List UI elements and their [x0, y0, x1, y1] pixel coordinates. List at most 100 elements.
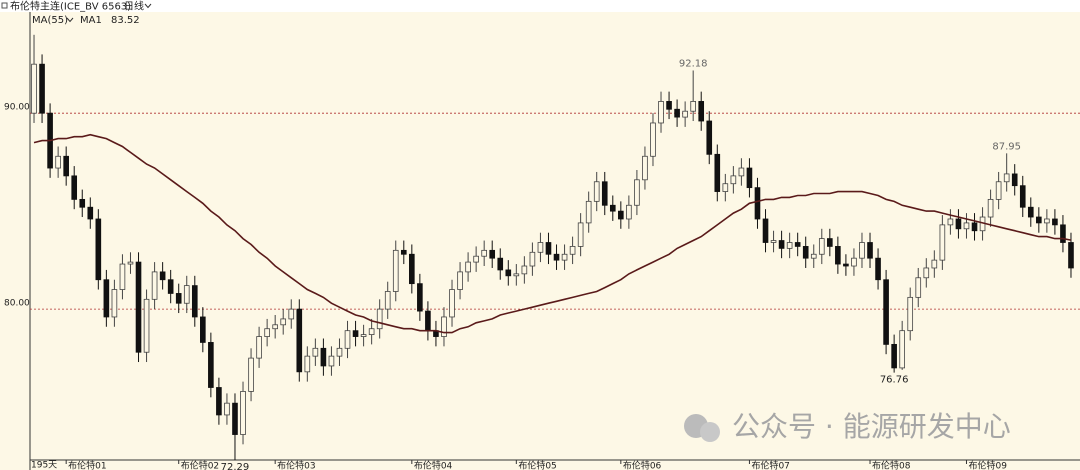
candle-body [240, 391, 246, 435]
candle-body [328, 355, 335, 367]
x-tick-label: 布伦特06 [623, 460, 662, 470]
candle-body [264, 328, 270, 337]
candle-body [135, 261, 142, 353]
period-selector[interactable]: 日线 [124, 0, 144, 13]
candle-body [577, 222, 584, 247]
candle-body [224, 402, 230, 416]
candle-body [1060, 224, 1066, 243]
candle-body [55, 155, 61, 169]
candle-body [1068, 242, 1074, 269]
candle-body [417, 283, 423, 312]
candle-body [175, 293, 182, 304]
candle-body [569, 246, 576, 255]
candle-body [473, 255, 479, 263]
ma-name: MA1 [80, 15, 102, 26]
candle-body [843, 263, 849, 267]
candle-body [609, 204, 616, 212]
candle-body [827, 238, 833, 247]
extreme-label: 72.29 [221, 462, 250, 470]
candle-body [593, 181, 600, 202]
candle-body [39, 63, 45, 114]
candle-body [923, 267, 930, 279]
indicator-chevron[interactable] [66, 17, 74, 23]
candle-body [778, 240, 785, 249]
candle-body [256, 336, 262, 359]
candle-body [280, 318, 287, 326]
candle-body [802, 246, 809, 259]
candle-body [545, 242, 552, 255]
candle-body [409, 253, 415, 285]
candle-body [698, 101, 705, 122]
candle-body [320, 347, 327, 367]
candle-body [529, 251, 536, 267]
x-tick-label: 布伦特01 [68, 460, 106, 470]
candle-body [200, 316, 206, 343]
candle-body [159, 271, 166, 281]
indicator-label[interactable]: MA(55) [32, 15, 68, 26]
candle-body [915, 277, 922, 298]
extreme-label: 76.76 [880, 375, 909, 386]
y-tick-label: 80.00 [4, 299, 30, 309]
candle-body [376, 308, 383, 330]
watermark-icon [684, 414, 720, 442]
candle-body [457, 271, 463, 290]
candle-body [103, 279, 110, 318]
candle-body [971, 222, 978, 232]
candle-body [368, 328, 375, 335]
candle-body [537, 242, 544, 253]
candle-body [425, 310, 431, 332]
ma-line [33, 133, 1072, 334]
candle-body [344, 330, 351, 349]
extreme-label: 92.18 [679, 58, 708, 69]
candle-body [987, 198, 994, 218]
candle-body [674, 108, 680, 118]
candle-body [336, 347, 343, 357]
candle-body [208, 342, 214, 388]
candle-body [754, 187, 761, 220]
candle-body [650, 122, 656, 157]
candle-body [312, 347, 319, 357]
candle-body [352, 330, 359, 337]
extreme-label: 87.95 [992, 141, 1021, 152]
candle-body [955, 218, 962, 230]
candle-body [1003, 173, 1010, 183]
ma-value: 83.52 [111, 15, 140, 26]
candle-body [521, 265, 528, 275]
candle-body [87, 206, 94, 220]
candle-body [63, 155, 69, 177]
candle-body [561, 253, 568, 261]
candle-body [875, 257, 881, 281]
x-tick-label: 布伦特09 [968, 460, 1007, 470]
candle-body [722, 183, 729, 192]
candle-body [31, 63, 37, 114]
candle-body [786, 242, 793, 249]
x-tick-label: 布伦特04 [414, 460, 453, 470]
candle-body [191, 285, 198, 318]
candle-body [441, 316, 447, 337]
header-bar [0, 0, 1080, 12]
candle-body [738, 167, 745, 177]
candle-body [304, 355, 311, 373]
period-chevron[interactable] [144, 3, 152, 9]
candle-body [95, 218, 102, 281]
candle-body [79, 198, 86, 208]
candle-body [1052, 218, 1058, 226]
candle-body [730, 175, 737, 185]
candle-body [1027, 206, 1034, 218]
candle-body [899, 330, 905, 369]
candle-body [183, 285, 190, 304]
candle-body [111, 289, 118, 318]
candle-body [553, 253, 560, 261]
header-icon [1, 2, 8, 9]
candle-body [666, 101, 672, 110]
chart-title: 布伦特主连(ICE_BV 6563) [10, 0, 131, 13]
candle-body [642, 155, 648, 181]
candle-body [947, 218, 954, 226]
candle-body [714, 153, 721, 192]
candle-body [400, 249, 407, 255]
candle-body [1044, 218, 1050, 224]
candle-body [248, 357, 254, 392]
candle-body [770, 240, 777, 243]
candle-body [151, 271, 158, 300]
